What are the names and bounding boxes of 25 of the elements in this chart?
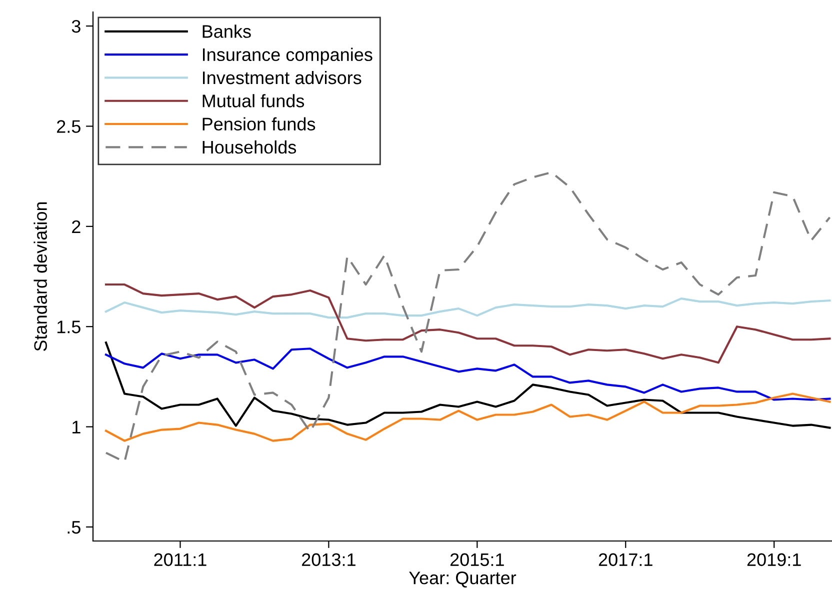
legend-label: Banks <box>202 24 251 38</box>
line-series <box>104 283 831 364</box>
x-tick-label: 2017:1 <box>598 553 652 566</box>
y-tick-label: 1.5 <box>57 320 80 334</box>
legend-label: Investment advisors <box>203 70 362 84</box>
line-series <box>104 342 831 429</box>
legend-label: Mutual funds <box>202 94 304 108</box>
x-tick-label: 2019:1 <box>747 553 801 566</box>
y-tick-label: .5 <box>68 521 80 534</box>
y-tick-label: 3 <box>72 20 80 33</box>
legend-label: Insurance companies <box>203 48 372 65</box>
x-tick-label: 2013:1 <box>302 553 356 566</box>
y-tick-label: 2.5 <box>57 120 80 133</box>
x-axis-title: Year: Quarter <box>409 572 516 588</box>
y-tick-label: 1 <box>72 420 80 434</box>
line-series <box>104 348 831 401</box>
y-axis-title: Standard deviation <box>34 202 47 351</box>
line-series <box>104 392 831 442</box>
x-tick-label: 2011:1 <box>154 553 206 566</box>
legend-label: Pension funds <box>202 117 316 131</box>
x-tick-label: 2015:1 <box>450 553 504 566</box>
legend-label: Households <box>202 140 296 154</box>
line-series <box>104 297 831 319</box>
line-series <box>104 171 831 463</box>
y-tick-label: 2 <box>72 220 80 233</box>
